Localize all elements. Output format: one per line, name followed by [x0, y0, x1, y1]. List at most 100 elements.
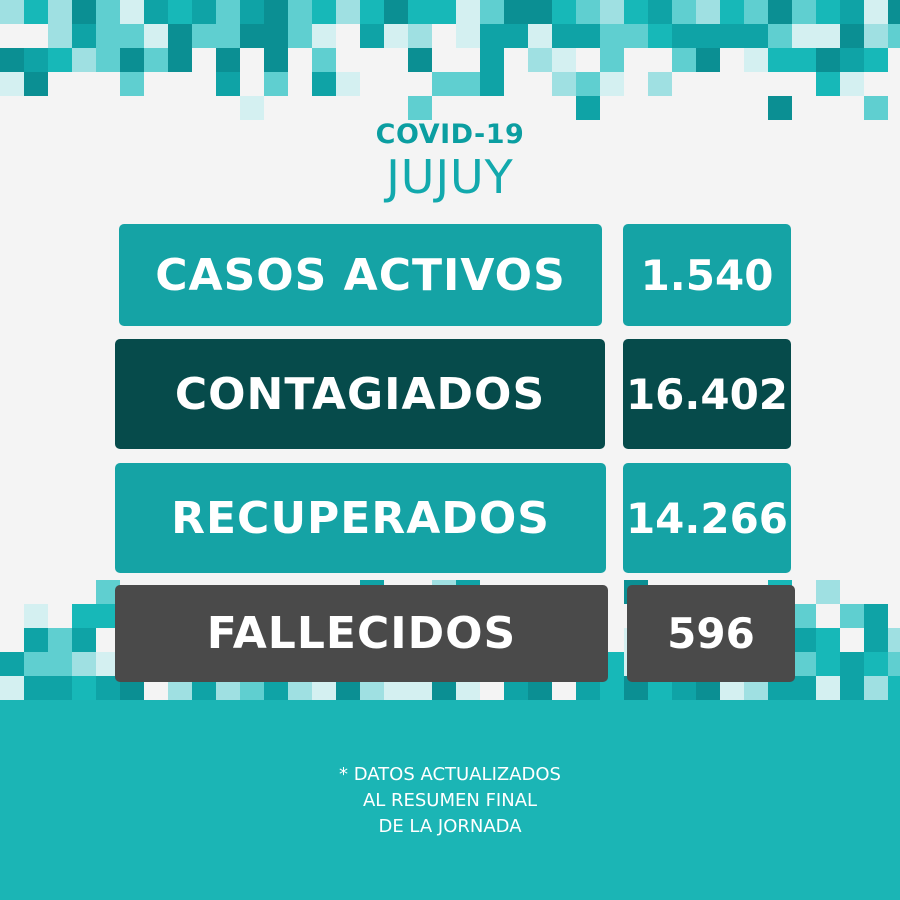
mosaic-tile: [864, 604, 888, 628]
mosaic-tile: [768, 0, 792, 24]
infected-label: CONTAGIADOS: [174, 368, 546, 420]
mosaic-tile: [72, 24, 96, 48]
mosaic-tile: [144, 48, 168, 72]
mosaic-tile: [816, 628, 840, 652]
mosaic-tile: [528, 0, 552, 24]
mosaic-tile: [456, 72, 480, 96]
mosaic-tile: [72, 0, 96, 24]
mosaic-tile: [456, 0, 480, 24]
mosaic-tile: [240, 96, 264, 120]
mosaic-tile: [48, 676, 72, 700]
mosaic-tile: [792, 676, 816, 700]
mosaic-tile: [864, 676, 888, 700]
mosaic-tile: [24, 72, 48, 96]
mosaic-tile: [288, 0, 312, 24]
mosaic-tile: [72, 676, 96, 700]
mosaic-tile: [552, 0, 576, 24]
mosaic-tile: [864, 0, 888, 24]
mosaic-tile: [528, 24, 552, 48]
mosaic-tile: [0, 72, 24, 96]
mosaic-tile: [48, 0, 72, 24]
header-covid-title: COVID-19: [375, 119, 525, 150]
mosaic-tile: [672, 0, 696, 24]
active-cases-value-box: 1.540: [623, 224, 791, 326]
header: COVID-19 JUJUY: [0, 118, 900, 202]
mosaic-tile: [312, 48, 336, 72]
mosaic-tile: [600, 72, 624, 96]
mosaic-tile: [792, 652, 816, 676]
footnote-line-1: * DATOS ACTUALIZADOS: [339, 764, 561, 785]
mosaic-tile: [816, 676, 840, 700]
mosaic-tile: [504, 24, 528, 48]
deceased-value: 596: [667, 609, 755, 658]
mosaic-tile: [96, 24, 120, 48]
mosaic-tile: [864, 652, 888, 676]
mosaic-tile: [768, 96, 792, 120]
mosaic-tile: [480, 72, 504, 96]
active-cases-value: 1.540: [640, 250, 774, 300]
mosaic-tile: [888, 24, 900, 48]
mosaic-tile: [24, 48, 48, 72]
bottom-band: [0, 700, 900, 900]
mosaic-tile: [24, 652, 48, 676]
mosaic-tile: [504, 0, 528, 24]
active-cases-label: CASOS ACTIVOS: [155, 249, 566, 301]
mosaic-tile: [792, 48, 816, 72]
mosaic-tile: [816, 24, 840, 48]
mosaic-tile: [864, 628, 888, 652]
mosaic-tile: [192, 24, 216, 48]
mosaic-tile: [144, 24, 168, 48]
footnote-line-2: AL RESUMEN FINAL: [362, 790, 538, 811]
mosaic-tile: [672, 24, 696, 48]
mosaic-tile: [864, 48, 888, 72]
mosaic-tile: [816, 652, 840, 676]
mosaic-tile: [816, 580, 840, 604]
footnote: * DATOS ACTUALIZADOS AL RESUMEN FINAL DE…: [0, 762, 900, 840]
mosaic-tile: [408, 96, 432, 120]
mosaic-tile: [480, 0, 504, 24]
mosaic-tile: [456, 24, 480, 48]
mosaic-tile: [816, 72, 840, 96]
mosaic-tile: [144, 0, 168, 24]
deceased-value-box: 596: [627, 585, 795, 682]
mosaic-tile: [576, 0, 600, 24]
mosaic-tile: [792, 24, 816, 48]
deceased-label: FALLECIDOS: [206, 608, 517, 659]
mosaic-tile: [840, 676, 864, 700]
mosaic-tile: [384, 0, 408, 24]
mosaic-tile: [480, 24, 504, 48]
mosaic-tile: [792, 0, 816, 24]
mosaic-tile: [120, 24, 144, 48]
mosaic-tile: [552, 72, 576, 96]
mosaic-tile: [72, 628, 96, 652]
mosaic-tile: [168, 24, 192, 48]
mosaic-tile: [24, 604, 48, 628]
mosaic-tile: [408, 24, 432, 48]
mosaic-tile: [240, 0, 264, 24]
mosaic-tile: [192, 0, 216, 24]
mosaic-tile: [96, 48, 120, 72]
mosaic-tile: [336, 0, 360, 24]
mosaic-tile: [768, 24, 792, 48]
mosaic-tile: [648, 72, 672, 96]
infected-value-box: 16.402: [623, 339, 791, 449]
mosaic-tile: [552, 24, 576, 48]
mosaic-tile: [48, 652, 72, 676]
mosaic-tile: [288, 24, 312, 48]
recovered-value: 14.266: [625, 493, 789, 543]
mosaic-tile: [0, 652, 24, 676]
header-region-title: JUJUY: [386, 150, 514, 204]
mosaic-tile: [168, 0, 192, 24]
mosaic-tile: [552, 48, 576, 72]
mosaic-tile: [840, 24, 864, 48]
mosaic-tile: [600, 0, 624, 24]
mosaic-tile: [48, 24, 72, 48]
mosaic-tile: [72, 652, 96, 676]
mosaic-tile: [120, 72, 144, 96]
mosaic-tile: [72, 604, 96, 628]
mosaic-tile: [360, 0, 384, 24]
recovered-label-box: RECUPERADOS: [115, 463, 606, 573]
mosaic-tile: [600, 48, 624, 72]
mosaic-tile: [576, 96, 600, 120]
mosaic-tile: [720, 0, 744, 24]
